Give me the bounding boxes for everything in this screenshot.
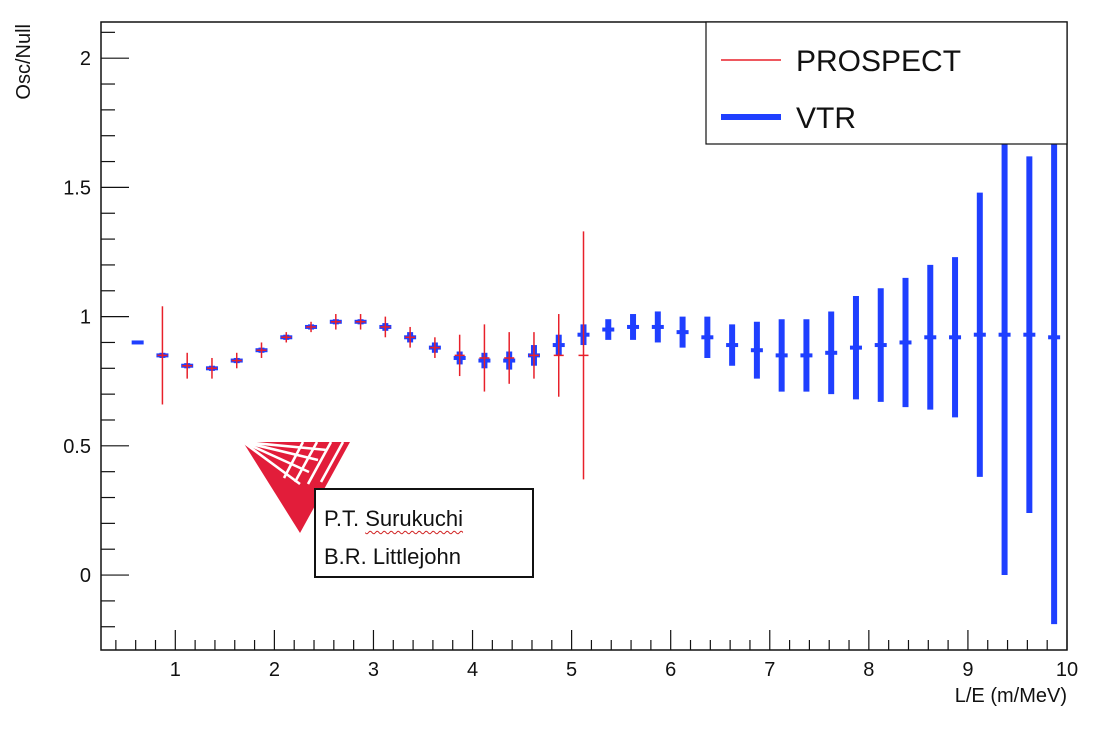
- logo-stripe: [242, 440, 319, 462]
- logo-stripe: [242, 440, 301, 486]
- vtr-data-point: [973, 192, 986, 477]
- prospect-data-point: [330, 314, 341, 330]
- vtr-data-point: [849, 295, 862, 400]
- vtr-data-point: [775, 319, 788, 392]
- plot-frame-group: [100, 21, 1068, 651]
- prospect-data-point: [479, 324, 490, 392]
- vtr-data-point: [1048, 50, 1061, 625]
- x-tick-label: 4: [467, 659, 478, 681]
- prospect-data-point: [454, 334, 465, 377]
- y-tick-label: 1: [80, 307, 91, 329]
- author-1-initials: P.T.: [324, 506, 366, 531]
- x-tick-label: 1: [170, 659, 181, 681]
- prospect-data-point: [231, 352, 242, 369]
- logo-stripe: [293, 441, 319, 483]
- prospect-data-point: [578, 231, 589, 480]
- y-tick-label: 2: [80, 48, 91, 70]
- vtr-data-point: [726, 324, 739, 366]
- prospect-data-point: [206, 357, 217, 379]
- x-tick-label: 3: [368, 659, 379, 681]
- vtr-data-point: [874, 288, 887, 402]
- x-tick-label: 9: [962, 659, 973, 681]
- author-annotation-box: P.T. Surukuchi B.R. Littlejohn: [314, 488, 534, 578]
- prospect-data-point: [380, 316, 391, 338]
- logo-stripe: [319, 441, 345, 483]
- vtr-data-point: [825, 311, 838, 395]
- legend: PROSPECT VTR: [705, 21, 1068, 145]
- vtr-data-point: [998, 94, 1011, 576]
- prospect-logo-icon: [242, 440, 350, 533]
- legend-vtr-label: VTR: [796, 102, 856, 135]
- y-axis-title: Osc/Null: [13, 24, 35, 100]
- vtr-data-point: [949, 257, 962, 418]
- x-tick-label: 10: [1056, 659, 1078, 681]
- vtr-data-point: [602, 319, 615, 340]
- x-tick-label: 2: [269, 659, 280, 681]
- legend-box: [705, 21, 1068, 145]
- x-tick-label: 7: [764, 659, 775, 681]
- logo-stripe: [282, 441, 305, 479]
- author-line-1: P.T. Surukuchi: [324, 500, 532, 538]
- vtr-data-point: [924, 264, 937, 410]
- prospect-data-point: [405, 326, 416, 348]
- vtr-data-point: [800, 319, 813, 392]
- vtr-data-point: [651, 311, 664, 343]
- x-tick-label: 8: [863, 659, 874, 681]
- x-tick-label: 5: [566, 659, 577, 681]
- y-tick-label: 1.5: [63, 177, 91, 199]
- prospect-data-point: [553, 314, 564, 397]
- author-1-surname: Surukuchi: [365, 506, 464, 531]
- vtr-data-point: [627, 314, 640, 340]
- prospect-data-point: [182, 352, 193, 379]
- series-group: [131, 50, 1061, 625]
- legend-prospect-label: PROSPECT: [796, 45, 961, 78]
- author-line-2: B.R. Littlejohn: [324, 544, 461, 569]
- y-tick-label: 0: [80, 565, 91, 587]
- x-tick-label: 6: [665, 659, 676, 681]
- vtr-data-point: [750, 321, 763, 379]
- y-tick-label: 0.5: [63, 436, 91, 458]
- prospect-data-point: [429, 337, 440, 358]
- axes-group: 1 2 3 4 5 6 7 8 9 10 0 0.5 1 1.5 2 L/E (m/MeV) Osc/Null: [13, 24, 1078, 707]
- prospect-data-point: [256, 342, 267, 358]
- plot-frame: [100, 21, 1068, 651]
- vtr-data-point: [676, 316, 689, 348]
- prospect-data-point: [528, 332, 539, 379]
- logo-stripe: [242, 440, 310, 474]
- logo-stripe: [306, 441, 333, 485]
- logo-triangle: [243, 442, 350, 533]
- vtr-data-point: [1023, 156, 1036, 514]
- prospect-data-point: [504, 332, 515, 384]
- vtr-data-point: [701, 316, 714, 358]
- prospect-data-point: [355, 314, 366, 330]
- vtr-data-point: [899, 277, 912, 408]
- x-axis-title: L/E (m/MeV): [955, 685, 1067, 707]
- prospect-data-point: [281, 332, 292, 343]
- prospect-data-point: [157, 306, 168, 405]
- prospect-data-point: [306, 321, 317, 333]
